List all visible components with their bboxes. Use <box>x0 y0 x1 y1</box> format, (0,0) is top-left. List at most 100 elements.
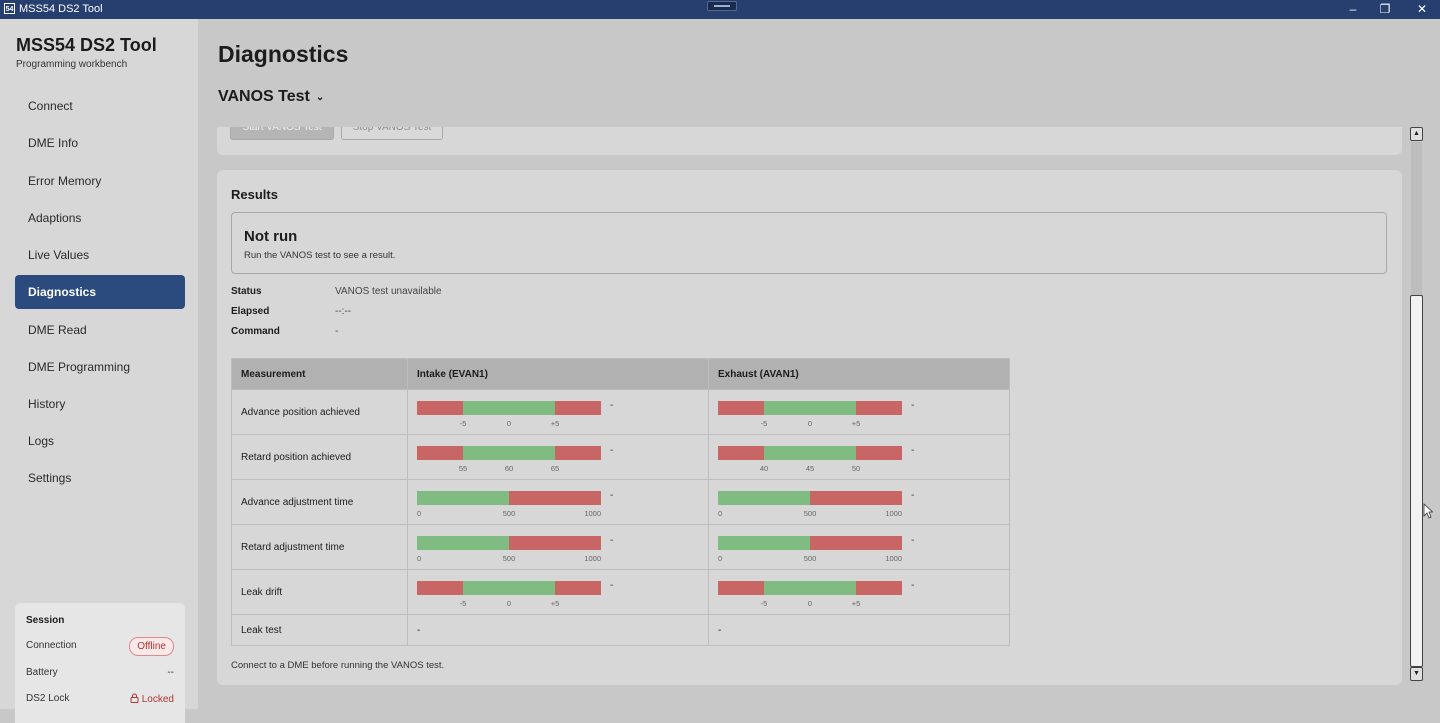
range-gauge <box>417 536 601 550</box>
gauge-tick: 1000 <box>885 509 902 518</box>
results-heading: Results <box>231 187 278 202</box>
gauge-tick: +5 <box>550 419 560 428</box>
minimize-button[interactable]: – <box>1349 2 1357 16</box>
mouse-cursor-icon <box>1423 503 1433 519</box>
intake-cell: - -5 0 +5 <box>407 389 709 435</box>
sidebar-item-diagnostics[interactable]: Diagnostics <box>15 275 185 309</box>
lock-icon <box>130 693 139 703</box>
gauge-tick: 50 <box>851 464 861 473</box>
gauge-tick: 0 <box>718 509 723 518</box>
gauge-tick: 1000 <box>885 554 902 563</box>
measurement-name: Retard adjustment time <box>231 524 408 570</box>
scroll-down-icon[interactable]: ▼ <box>1410 667 1423 681</box>
gauge-tick: 500 <box>502 554 516 563</box>
result-state-desc: Run the VANOS test to see a result. <box>244 250 396 261</box>
sidebar: MSS54 DS2 Tool Programming workbench Con… <box>0 19 198 723</box>
ds2-lock-status: Locked <box>130 693 174 705</box>
test-selector-dropdown[interactable]: VANOS Test ⌄ <box>218 88 324 106</box>
exhaust-cell: - 40 45 50 <box>708 434 1010 480</box>
command-value: - <box>335 326 339 337</box>
column-header-intake: Intake (EVAN1) <box>407 358 709 390</box>
gauge-tick: +5 <box>851 599 861 608</box>
start-vanos-test-button[interactable]: Start VANOS Test <box>230 127 334 140</box>
scroll-up-icon[interactable]: ▲ <box>1410 127 1423 141</box>
sidebar-item-dme-read[interactable]: DME Read <box>28 323 87 337</box>
gauge-tick: -5 <box>459 599 467 608</box>
range-gauge <box>417 581 601 595</box>
window-title: MSS54 DS2 Tool <box>19 3 103 15</box>
restore-button[interactable]: ❐ <box>1379 2 1391 16</box>
close-button[interactable]: ✕ <box>1416 2 1428 16</box>
column-header-exhaust: Exhaust (AVAN1) <box>708 358 1010 390</box>
gauge-tick: -5 <box>760 419 768 428</box>
snap-grip-icon[interactable] <box>707 1 737 11</box>
ds2-lock-label: DS2 Lock <box>26 693 70 704</box>
gauge-tick: 55 <box>458 464 468 473</box>
gauge-tick: 0 <box>506 419 512 428</box>
vertical-scrollbar[interactable]: ▲ ▼ <box>1409 127 1425 685</box>
exhaust-cell: - -5 0 +5 <box>708 389 1010 435</box>
table-row: Advance position achieved - -5 0 +5 - -5 <box>231 389 1010 435</box>
measurement-table: Measurement Intake (EVAN1) Exhaust (AVAN… <box>231 358 1010 646</box>
intake-cell: - 0 500 1000 <box>407 479 709 525</box>
sidebar-item-adaptions[interactable]: Adaptions <box>28 211 82 225</box>
measurement-name: Retard position achieved <box>231 434 408 480</box>
gauge-tick: 65 <box>550 464 560 473</box>
sidebar-item-dme-info[interactable]: DME Info <box>28 136 79 150</box>
gauge-value: - <box>610 400 614 411</box>
measurement-name: Leak test <box>231 614 408 646</box>
gauge-tick: 0 <box>417 554 422 563</box>
title-bar: 54 MSS54 DS2 Tool – ❐ ✕ <box>0 0 1440 19</box>
sidebar-item-live-values[interactable]: Live Values <box>28 248 90 262</box>
measurement-name: Leak drift <box>231 569 408 615</box>
scroll-thumb[interactable] <box>1410 295 1423 667</box>
range-gauge <box>718 491 902 505</box>
gauge-tick: 0 <box>807 599 813 608</box>
sidebar-item-settings[interactable]: Settings <box>28 471 72 485</box>
gauge-tick: 40 <box>759 464 769 473</box>
test-selector-value: VANOS Test <box>218 88 310 105</box>
connection-status-badge: Offline <box>129 637 174 656</box>
gauge-tick: 0 <box>807 419 813 428</box>
result-state-box: Not run Run the VANOS test to see a resu… <box>231 212 1387 274</box>
session-title: Session <box>26 615 65 626</box>
sidebar-item-error-memory[interactable]: Error Memory <box>28 174 102 188</box>
chevron-down-icon: ⌄ <box>315 92 325 103</box>
ds2-lock-value: Locked <box>141 694 174 705</box>
gauge-tick: 500 <box>803 509 817 518</box>
intake-cell: - <box>407 614 709 646</box>
elapsed-label: Elapsed <box>231 306 270 317</box>
gauge-tick: 45 <box>805 464 815 473</box>
measurement-name: Advance adjustment time <box>231 479 408 525</box>
sidebar-item-connect[interactable]: Connect <box>28 99 73 113</box>
exhaust-cell: - 0 500 1000 <box>708 479 1010 525</box>
main-content: Diagnostics VANOS Test ⌄ Start VANOS Test… <box>198 19 1440 709</box>
intake-cell: - 55 60 65 <box>407 434 709 480</box>
exhaust-cell: - 0 500 1000 <box>708 524 1010 570</box>
elapsed-value: --:-- <box>335 306 352 317</box>
table-row: Leak test - - <box>231 614 1010 646</box>
measurement-name: Advance position achieved <box>231 389 408 435</box>
scroll-viewport: Start VANOS Test Stop VANOS Test Results… <box>198 127 1408 709</box>
gauge-value: - <box>610 490 614 501</box>
sidebar-item-logs[interactable]: Logs <box>28 434 55 448</box>
sidebar-item-dme-programming[interactable]: DME Programming <box>28 360 131 374</box>
gauge-value: - <box>610 445 614 456</box>
gauge-value: - <box>911 490 915 501</box>
gauge-value: - <box>610 535 614 546</box>
gauge-tick: 0 <box>417 509 422 518</box>
table-row: Retard position achieved - 55 60 65 - 40 <box>231 434 1010 480</box>
exhaust-cell: - <box>708 614 1010 646</box>
status-value: VANOS test unavailable <box>335 286 442 297</box>
gauge-tick: 500 <box>803 554 817 563</box>
battery-value: -- <box>167 667 174 678</box>
sidebar-item-history[interactable]: History <box>28 397 66 411</box>
gauge-tick: 1000 <box>584 509 601 518</box>
range-gauge <box>417 401 601 415</box>
gauge-tick: 500 <box>502 509 516 518</box>
stop-vanos-test-button[interactable]: Stop VANOS Test <box>341 127 443 140</box>
page-title: Diagnostics <box>218 41 349 67</box>
range-gauge <box>718 446 902 460</box>
gauge-value: - <box>610 580 614 591</box>
gauge-value: - <box>911 400 915 411</box>
